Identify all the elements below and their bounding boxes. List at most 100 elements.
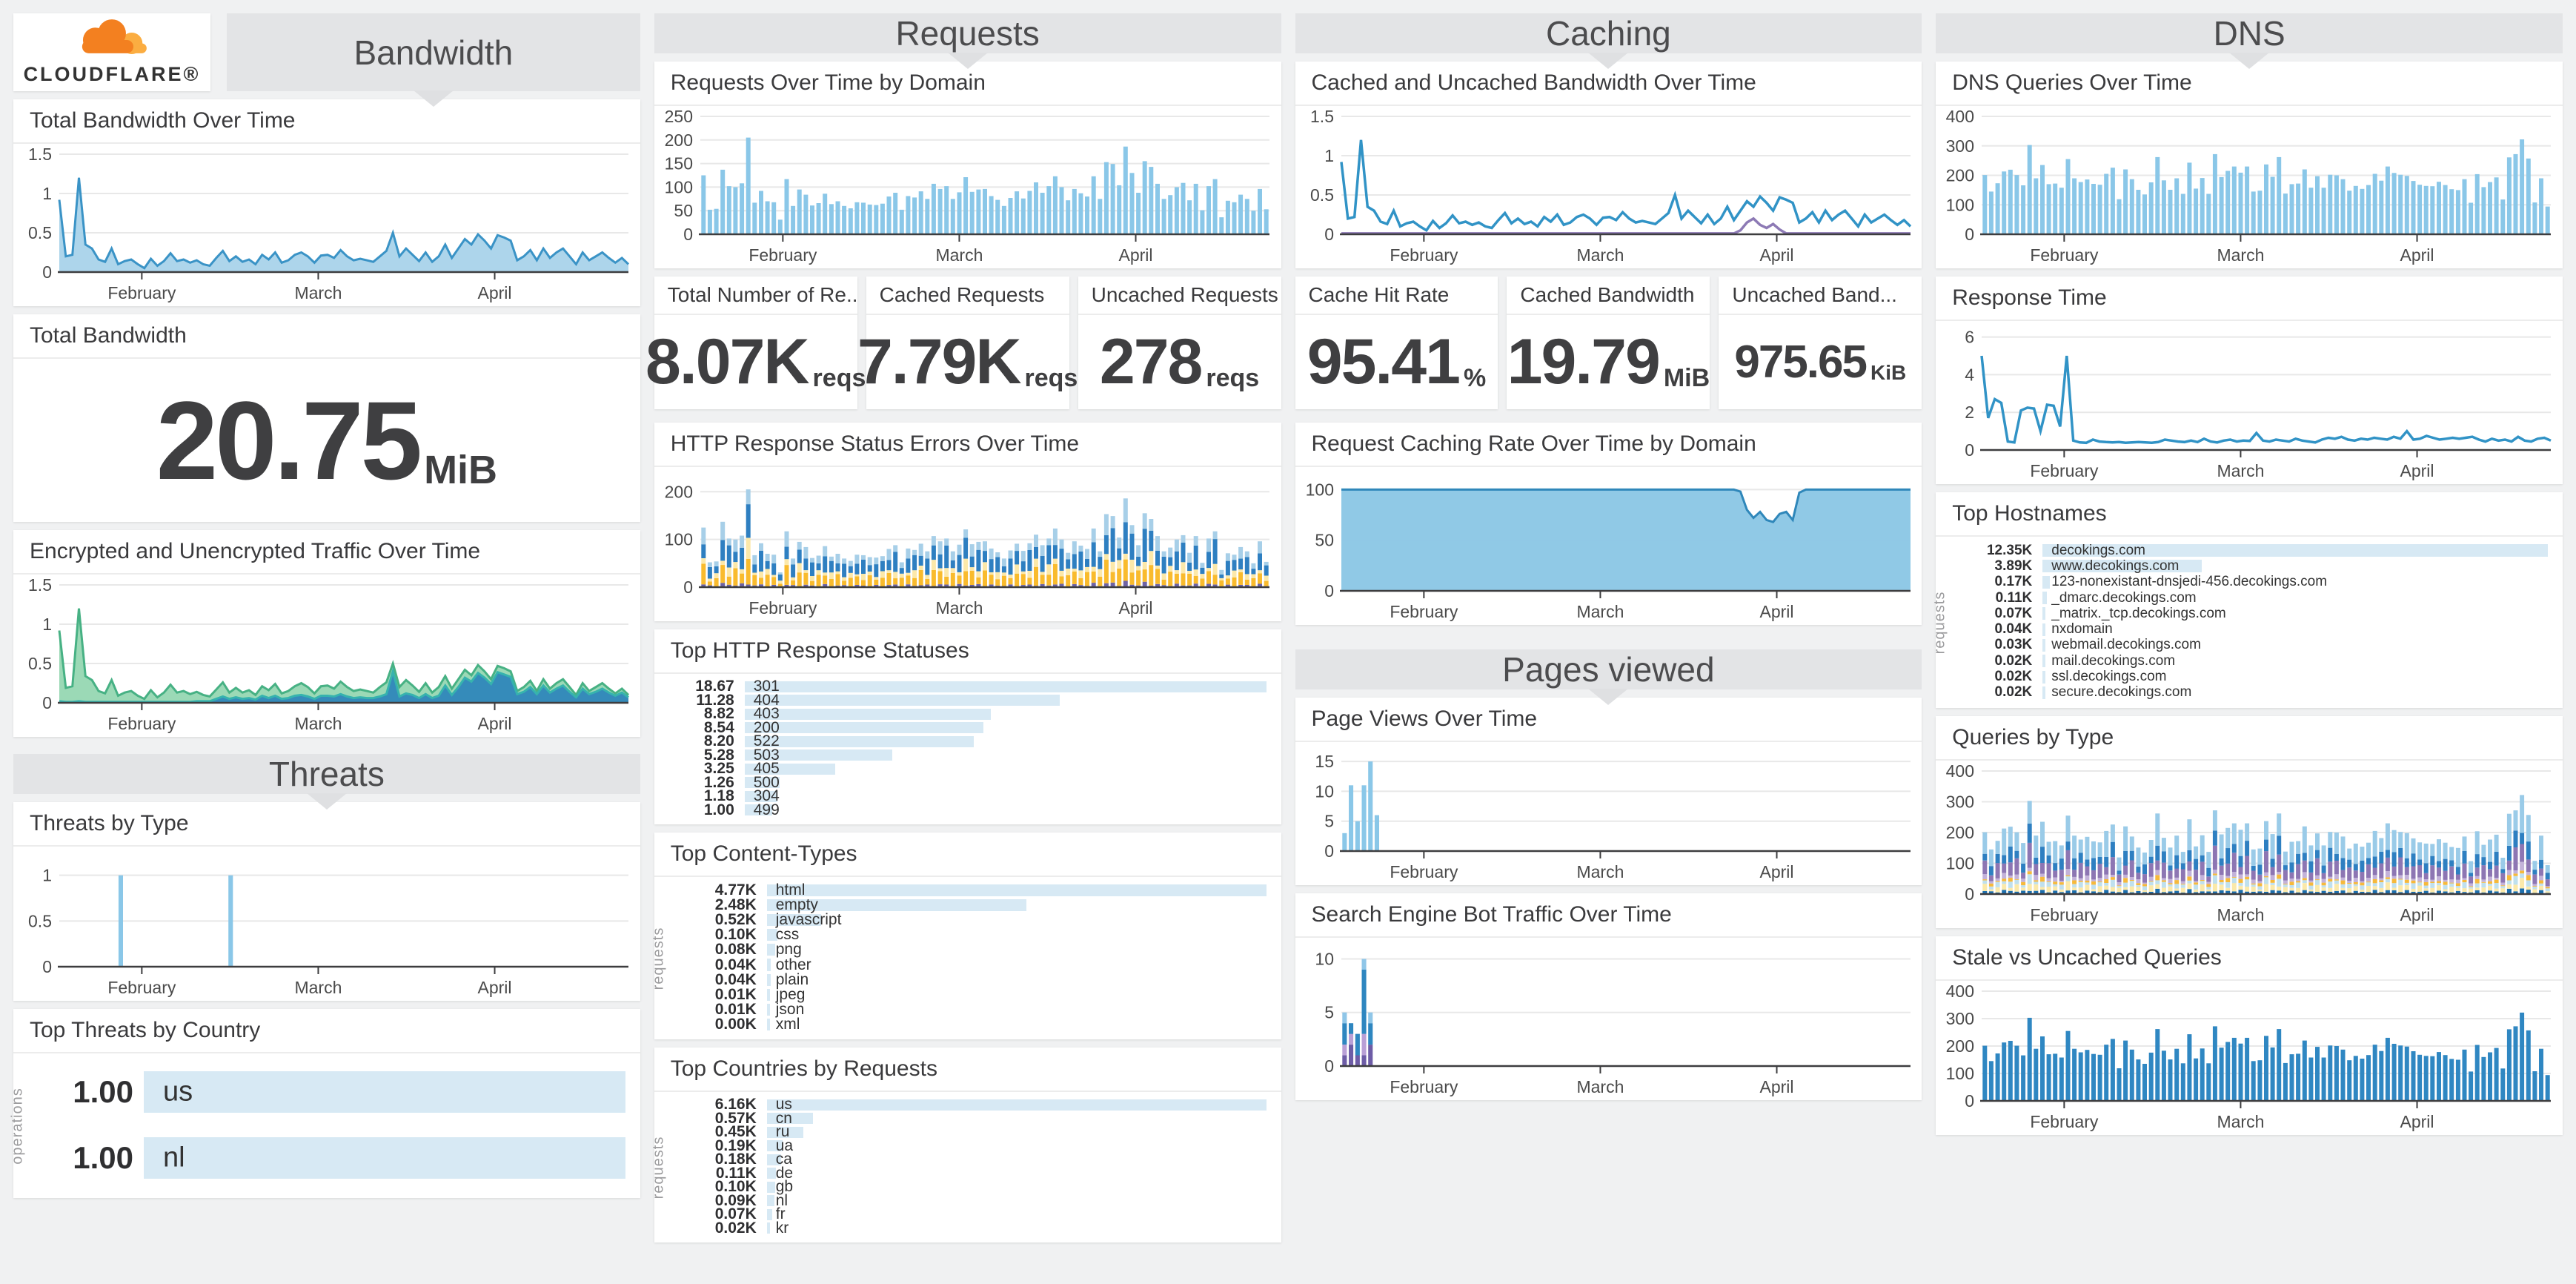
stat-value: 278 reqs	[1078, 315, 1281, 409]
list-row-value: 18.67	[695, 678, 734, 695]
column-bandwidth: CLOUDFLARE® Bandwidth Total Bandwidth Ov…	[10, 13, 640, 1206]
stat-label: Cached Requests	[866, 277, 1069, 315]
svg-text:February: February	[1390, 1077, 1458, 1096]
list-row-bar	[766, 973, 771, 986]
list-row-label: gb	[775, 1178, 794, 1196]
list-row-label: png	[775, 941, 802, 959]
svg-text:1: 1	[42, 184, 52, 203]
chart-cached-uncached-bandwidth[interactable]: 0 0.5 1 1.5 February March April	[1295, 106, 1922, 268]
panel-threats-by-type: Threats by Type 0 0.5 1 February March April	[13, 802, 640, 1001]
svg-text:February: February	[2031, 1112, 2099, 1131]
section-pointer-icon	[306, 793, 347, 810]
list-row-label: 403	[753, 705, 780, 723]
section-header-pages-viewed: Pages viewed	[1295, 649, 1922, 705]
chart-requests-over-time[interactable]: 0 50 100 150 200 250 February March April	[654, 106, 1281, 268]
chart-http-errors[interactable]: 0 100 200 February March April	[654, 467, 1281, 621]
list-row-bar	[2042, 623, 2046, 636]
list-row: 8.20 522	[662, 732, 1267, 750]
svg-text:0: 0	[1965, 225, 1974, 244]
list-row: 8.54 200	[662, 718, 1267, 736]
chart-encrypted-traffic[interactable]: 0 0.5 1 1.5 February March April	[13, 575, 640, 737]
panel-title: Response Time	[1936, 277, 2563, 321]
stat-unit: reqs	[1206, 364, 1260, 392]
list-row: 0.11K _dmarc.decokings.com	[1965, 590, 2548, 606]
list-row-bar	[766, 899, 1027, 912]
total-bandwidth-value: 20.75 MiB	[13, 359, 640, 522]
svg-text:1: 1	[42, 615, 52, 634]
svg-text:400: 400	[1946, 982, 1974, 1001]
list-top-content-types: requests 4.77K html 2.48K empty 0.52K javascri…	[650, 877, 1281, 1039]
panel-queries-by-type: Queries by Type 0 100 200 300 400 February Mar…	[1936, 716, 2563, 928]
list-row: 0.09K nl	[684, 1192, 1267, 1209]
section-header-caching: Caching	[1295, 13, 1922, 69]
svg-text:250: 250	[664, 107, 692, 126]
stat-unit: reqs	[812, 364, 866, 392]
list-row: 1.26 500	[662, 774, 1267, 791]
chart-page-views[interactable]: 0 5 10 15 February March April	[1295, 742, 1922, 885]
requests-stats-row: Total Number of Re... 8.07K reqs Cached …	[645, 277, 1281, 417]
list-row-bar	[744, 777, 780, 789]
list-axis-label: requests	[1931, 591, 1948, 654]
svg-text:March: March	[294, 714, 342, 733]
list-row-label: other	[775, 956, 811, 973]
panel-uncached-requests: Uncached Requests 278 reqs	[1078, 277, 1281, 409]
list-row-label: javascript	[775, 911, 842, 929]
svg-text:February: February	[107, 714, 176, 733]
panel-uncached-bandwidth: Uncached Band... 975.65 KiB	[1719, 277, 1922, 409]
svg-text:0.5: 0.5	[28, 654, 52, 673]
panel-top-statuses: Top HTTP Response Statuses 18.67 301 11.28…	[654, 629, 1281, 824]
stat-unit: MiB	[1663, 364, 1710, 392]
svg-text:April: April	[2400, 1112, 2434, 1131]
chart-queries-by-type[interactable]: 0 100 200 300 400 February March April	[1936, 761, 2563, 928]
list-row-label: decokings.com	[2051, 542, 2145, 558]
svg-text:15: 15	[1315, 752, 1334, 771]
chart-threats-by-type[interactable]: 0 0.5 1 February March April	[13, 847, 640, 1001]
list-row: 0.03K webmail.decokings.com	[1965, 637, 2548, 653]
chart-search-bot-traffic[interactable]: 0 5 10 February March April	[1295, 938, 1922, 1100]
panel-title: Top Content-Types	[654, 833, 1281, 877]
list-row: 0.11K de	[684, 1164, 1267, 1182]
section-header-requests: Requests	[654, 13, 1281, 69]
list-row-value: 6.16K	[714, 1096, 757, 1113]
section-title: Requests	[895, 14, 1040, 53]
panel-dns-queries: DNS Queries Over Time 0 100 200 300 400 Febru…	[1936, 62, 2563, 268]
list-row-label: ua	[775, 1136, 794, 1154]
svg-text:February: February	[1390, 245, 1458, 265]
list-row-bar	[744, 804, 773, 816]
svg-text:150: 150	[664, 154, 692, 173]
list-row-label: 200	[753, 718, 780, 736]
list-row-label: de	[775, 1164, 794, 1182]
stat-value: 7.79K reqs	[857, 315, 1078, 409]
stat-label: Cache Hit Rate	[1295, 277, 1498, 315]
stat-value: 19.79 MiB	[1507, 315, 1710, 409]
svg-text:February: February	[1390, 602, 1458, 621]
svg-text:February: February	[1390, 862, 1458, 881]
list-row: 0.57K cn	[684, 1110, 1267, 1127]
panel-title: Encrypted and Unencrypted Traffic Over T…	[13, 530, 640, 575]
svg-text:March: March	[1576, 862, 1624, 881]
list-row-label: 405	[753, 760, 780, 778]
panel-top-hostnames: Top Hostnames requests 12.35K decokings.co…	[1932, 492, 2563, 708]
list-row-bar	[2042, 655, 2046, 668]
section-pointer-icon	[1588, 689, 1629, 705]
panel-title: Top HTTP Response Statuses	[654, 629, 1281, 674]
chart-response-time[interactable]: 0 2 4 6 February March April	[1936, 321, 2563, 484]
list-row-bar	[766, 1003, 770, 1016]
panel-title: DNS Queries Over Time	[1936, 62, 2563, 106]
chart-request-caching-rate[interactable]: 0 50 100 February March April	[1295, 467, 1922, 625]
svg-text:0: 0	[1324, 1056, 1334, 1076]
chart-total-bandwidth-over-time[interactable]: 0 0.5 1 1.5 February March April	[13, 144, 640, 306]
list-row-label: 522	[753, 732, 780, 750]
list-row-label: _matrix._tcp.decokings.com	[2051, 605, 2226, 621]
list-row-value: 0.00K	[714, 1015, 757, 1033]
list-row-value: 8.54	[703, 718, 734, 736]
svg-text:100: 100	[1305, 480, 1333, 499]
section-title: Pages viewed	[1502, 650, 1715, 689]
chart-stale-uncached[interactable]: 0 100 200 300 400 February March April	[1936, 981, 2563, 1135]
list-row-value: 0.11K	[715, 1164, 757, 1182]
list-row-label: 503	[753, 746, 780, 764]
chart-dns-queries[interactable]: 0 100 200 300 400 February March April	[1936, 106, 2563, 268]
stat-value: 975.65 KiB	[1719, 315, 1922, 409]
list-row: 0.00K xml	[684, 1015, 1267, 1033]
